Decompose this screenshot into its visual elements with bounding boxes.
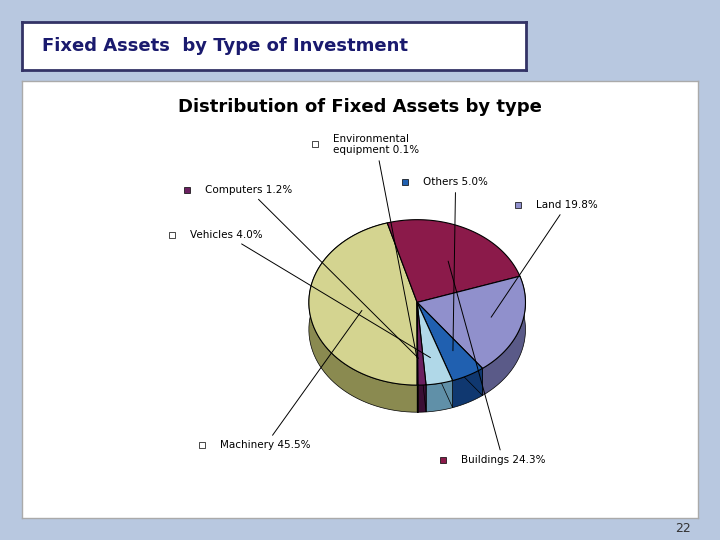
Polygon shape bbox=[418, 385, 426, 412]
Text: Buildings 24.3%: Buildings 24.3% bbox=[448, 261, 545, 465]
Polygon shape bbox=[309, 223, 417, 412]
Text: Distribution of Fixed Assets by type: Distribution of Fixed Assets by type bbox=[178, 98, 542, 117]
Polygon shape bbox=[453, 368, 482, 408]
Text: Computers 1.2%: Computers 1.2% bbox=[205, 185, 418, 359]
Polygon shape bbox=[417, 302, 426, 412]
Text: Machinery 45.5%: Machinery 45.5% bbox=[220, 310, 362, 450]
Polygon shape bbox=[417, 302, 453, 408]
Polygon shape bbox=[482, 276, 526, 395]
Polygon shape bbox=[417, 302, 426, 412]
Text: Others 5.0%: Others 5.0% bbox=[423, 177, 488, 350]
Polygon shape bbox=[417, 302, 453, 408]
Text: Environmental
equipment 0.1%: Environmental equipment 0.1% bbox=[333, 133, 419, 357]
Polygon shape bbox=[417, 302, 426, 385]
Polygon shape bbox=[417, 302, 482, 395]
Text: Land 19.8%: Land 19.8% bbox=[491, 200, 598, 317]
Polygon shape bbox=[417, 302, 482, 395]
Polygon shape bbox=[417, 276, 520, 329]
Polygon shape bbox=[426, 381, 453, 412]
Text: Fixed Assets  by Type of Investment: Fixed Assets by Type of Investment bbox=[42, 37, 408, 55]
Polygon shape bbox=[417, 302, 482, 381]
Text: Vehicles 4.0%: Vehicles 4.0% bbox=[190, 230, 431, 357]
Text: 22: 22 bbox=[675, 522, 691, 535]
Polygon shape bbox=[309, 223, 417, 385]
Polygon shape bbox=[387, 223, 417, 329]
Polygon shape bbox=[417, 302, 453, 385]
Polygon shape bbox=[417, 276, 526, 368]
Polygon shape bbox=[387, 220, 520, 302]
